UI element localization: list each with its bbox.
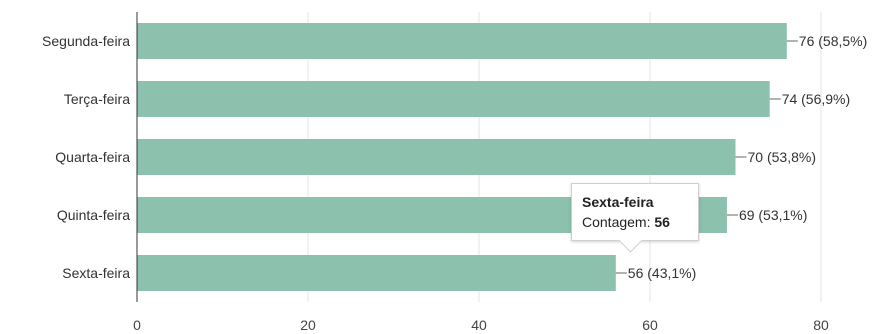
x-tick-label: 60 — [642, 317, 658, 333]
axes: 0 20 40 60 80 Segunda-feira Terça-feira Quarta-… — [42, 12, 829, 333]
category-label: Terça-feira — [64, 91, 130, 107]
data-labels: 76 (58,5%) 74 (56,9%) 70 (53,8%) 69 (53,1%)… — [615, 33, 867, 281]
bar[interactable] — [137, 255, 616, 291]
tooltip-label: Contagem: — [582, 214, 651, 230]
category-label: Quinta-feira — [57, 207, 130, 223]
tooltip: Sexta-feira Contagem: 56 — [571, 183, 699, 241]
bar[interactable] — [137, 81, 770, 117]
data-label: 74 (56,9%) — [782, 91, 850, 107]
x-tick-label: 40 — [471, 317, 487, 333]
tooltip-body: Contagem: 56 — [582, 212, 688, 232]
x-tick-label: 80 — [813, 317, 829, 333]
category-label: Segunda-feira — [42, 33, 130, 49]
x-tick-label: 20 — [300, 317, 316, 333]
x-tick-label: 0 — [133, 317, 141, 333]
tooltip-title: Sexta-feira — [582, 194, 654, 210]
bars — [137, 23, 787, 291]
bar[interactable] — [137, 139, 736, 175]
tooltip-value: 56 — [654, 214, 670, 230]
data-label: 69 (53,1%) — [739, 207, 807, 223]
data-label: 76 (58,5%) — [799, 33, 867, 49]
bar[interactable] — [137, 23, 787, 59]
data-label: 56 (43,1%) — [628, 265, 696, 281]
category-label: Sexta-feira — [62, 265, 130, 281]
category-label: Quarta-feira — [55, 149, 130, 165]
data-label: 70 (53,8%) — [748, 149, 816, 165]
